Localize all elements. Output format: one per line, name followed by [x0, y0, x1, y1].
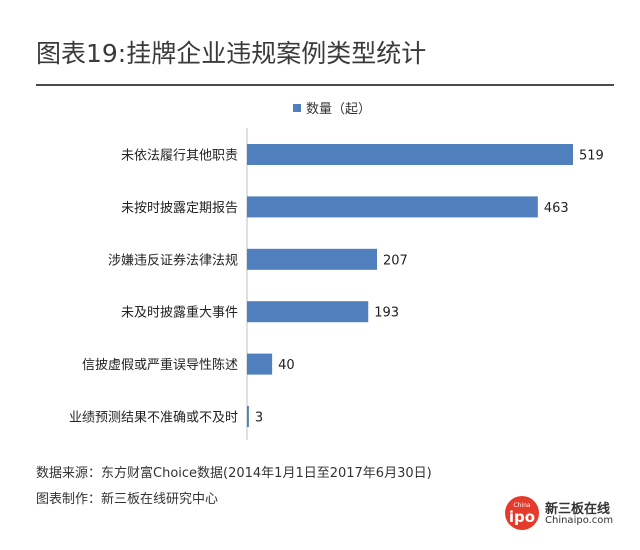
bars: 未依法履行其他职责 519 未按时披露定期报告 463 涉嫌违反证券法律法规 207 未及时…: [69, 144, 604, 427]
category-label-5: 业绩预测结果不准确或不及时: [69, 411, 238, 426]
value-label-1: 463: [544, 201, 569, 216]
bar-1: [247, 196, 538, 218]
chart-producer-note: 图表制作：新三板在线研究中心: [36, 492, 219, 507]
value-label-3: 193: [374, 306, 399, 321]
category-label-2: 涉嫌违反证券法律法规: [108, 252, 238, 268]
bar-4: [247, 353, 273, 375]
bar-chart: 数量（起） 未依法履行其他职责 519 未按时披露定期报告 463 涉嫌违反证券法律法规…: [69, 102, 604, 440]
value-label-0: 519: [579, 149, 604, 164]
category-label-4: 信披虚假或严重误导性陈述: [82, 357, 238, 373]
category-label-1: 未按时披露定期报告: [121, 201, 238, 216]
legend: 数量（起）: [293, 102, 371, 117]
bar-0: [247, 144, 573, 165]
value-label-4: 40: [278, 358, 295, 373]
title-rule: [36, 84, 614, 86]
bar-5: [247, 406, 249, 427]
logo-badge-top-text: China: [513, 502, 531, 509]
bar-2: [247, 248, 378, 270]
page-title: 图表19:挂牌企业违规案例类型统计: [36, 39, 427, 68]
data-source-note: 数据来源：东方财富Choice数据(2014年1月1日至2017年6月30日): [36, 466, 432, 481]
bar-3: [247, 301, 369, 323]
value-label-2: 207: [383, 253, 408, 268]
value-label-5: 3: [255, 411, 263, 426]
chinaipo-logo: China ipo 新三板在线 Chinaipo.com: [505, 494, 613, 534]
logo-chinese-name: 新三板在线: [545, 502, 611, 517]
logo-domain: Chinaipo.com: [545, 515, 614, 526]
logo-badge: China ipo: [505, 496, 539, 530]
logo-badge-main-text: ipo: [508, 508, 536, 526]
legend-swatch: [293, 104, 301, 112]
category-label-3: 未及时披露重大事件: [121, 305, 238, 321]
category-label-0: 未依法履行其他职责: [121, 149, 238, 164]
legend-label: 数量（起）: [306, 102, 371, 117]
